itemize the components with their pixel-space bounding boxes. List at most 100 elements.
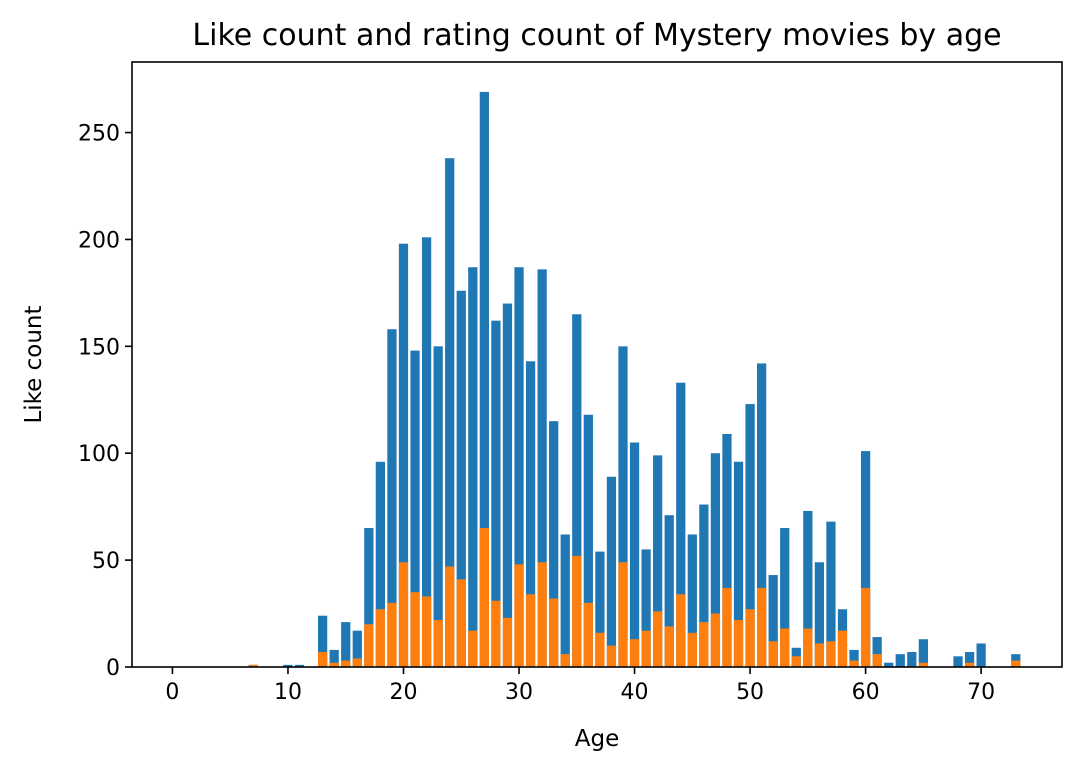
bar-series2-age-22 [421,596,432,667]
bar-series2-age-21 [410,592,420,667]
bar-series1-age-68 [953,656,963,667]
bar-series1-age-19 [387,329,397,667]
bar-series1-age-18 [375,461,385,667]
y-tick-label-250: 250 [78,122,120,147]
bar-series1-age-34 [560,534,570,667]
x-tick-label-60: 60 [852,680,880,705]
bar-series1-age-56 [814,562,825,667]
x-tick-label-0: 0 [165,680,179,705]
x-tick-label-40: 40 [621,680,649,705]
bar-series2-age-43 [664,626,674,667]
bar-series1-age-16 [352,630,362,667]
bar-series2-age-73 [1011,660,1021,667]
bar-series2-age-31 [525,594,536,667]
plot-frame [131,61,1063,668]
bar-series2-age-38 [606,645,617,667]
bar-series1-age-48 [722,433,732,667]
x-tick-label-10: 10 [274,680,302,705]
bar-series1-age-49 [733,461,744,667]
bar-series1-age-53 [780,528,790,667]
bar-series2-age-49 [733,619,744,667]
x-tick-label-70: 70 [967,680,995,705]
bar-series1-age-22 [421,237,432,668]
bar-series2-age-33 [549,598,559,667]
bar-series1-age-60 [860,451,871,667]
bar-series1-age-43 [664,515,674,667]
bar-series1-age-15 [341,622,351,667]
x-tick-label-50: 50 [736,680,764,705]
bar-series2-age-35 [572,555,582,667]
bar-series1-age-38 [606,476,617,667]
bar-series1-age-33 [549,421,559,667]
bar-series2-age-27 [479,528,489,667]
bar-series1-age-14 [329,649,339,667]
bar-series2-age-58 [837,630,848,667]
bar-series1-age-42 [653,455,663,667]
bar-series1-age-40 [629,442,640,667]
bar-series2-age-29 [502,617,513,667]
y-tick-label-200: 200 [78,228,120,253]
bar-series2-age-32 [537,562,547,667]
bar-series2-age-15 [341,660,351,667]
bar-series1-age-13 [318,615,328,667]
bar-series1-age-25 [456,290,466,667]
bar-series1-age-57 [826,521,836,667]
bar-series1-age-61 [872,637,882,667]
bar-series1-age-36 [583,414,593,667]
bar-series1-age-23 [433,346,443,667]
bar-series1-age-30 [514,267,524,667]
bar-series1-age-35 [572,314,582,667]
bar-series1-age-73 [1011,654,1021,667]
bar-series2-age-50 [745,609,755,667]
x-tick-label-30: 30 [505,680,533,705]
bar-series2-age-34 [560,654,570,667]
bar-series1-age-24 [445,158,455,667]
bar-series1-age-64 [907,652,917,667]
bar-series2-age-13 [318,652,328,667]
bar-series1-age-27 [479,91,489,668]
bar-series2-age-14 [329,662,339,667]
x-axis-label: Age [575,726,619,752]
bar-series1-age-41 [641,549,651,667]
bar-series2-age-52 [768,641,778,667]
bar-series2-age-37 [595,632,605,667]
bar-series1-age-17 [364,528,374,667]
bar-series2-age-51 [757,587,767,667]
bar-series1-age-11 [294,664,305,667]
bar-series1-age-55 [803,510,813,667]
bar-series1-age-46 [699,504,709,667]
bar-series2-age-18 [375,609,385,667]
bar-series2-age-65 [918,662,928,667]
x-tick-label-20: 20 [389,680,417,705]
y-axis: 0 50 100 150 200 250 [78,122,132,681]
bar-series1-age-51 [757,363,767,667]
bar-series1-age-37 [595,551,605,667]
bar-series1-age-20 [398,243,409,667]
chart-title: Like count and rating count of Mystery m… [192,18,1001,53]
bar-series2-age-53 [780,628,790,667]
bar-series1-age-69 [964,652,975,667]
bar-series1-age-47 [710,453,721,667]
bar-series1-age-62 [884,662,894,667]
bar-series2-age-46 [699,622,709,667]
bar-series2-age-56 [814,643,825,667]
bar-series1-age-63 [895,654,905,667]
bar-series2-age-44 [676,594,686,667]
bar-series2-age-47 [710,613,721,667]
bar-series2-age-57 [826,641,836,667]
bar-series2-age-17 [364,624,374,667]
y-axis-label: Like count [21,305,47,423]
bar-series2-age-28 [491,600,501,667]
bar-series2-age-36 [583,602,593,667]
bar-series1-age-32 [537,269,547,667]
bar-series2-age-39 [618,562,628,667]
bars-layer [248,91,1021,668]
y-tick-label-150: 150 [78,335,120,360]
bar-series1-age-39 [618,346,628,667]
bar-series1-age-44 [676,382,686,667]
bar-series2-age-54 [791,656,801,667]
bar-series2-age-59 [849,660,859,667]
bar-series2-age-20 [398,562,409,667]
bar-series2-age-61 [872,654,882,667]
